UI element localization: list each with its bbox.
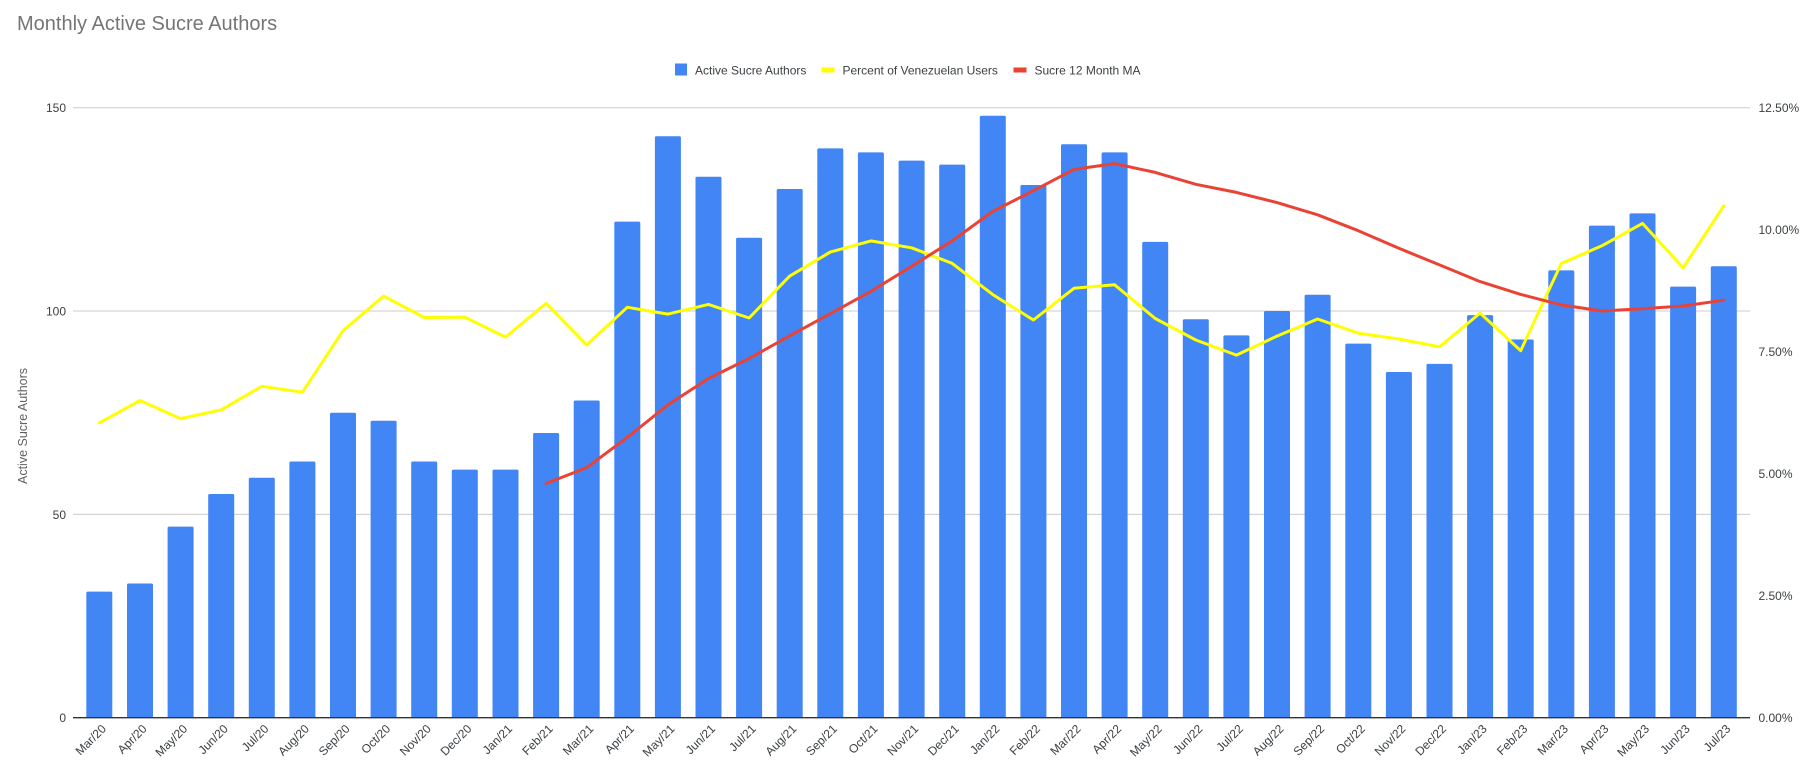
svg-text:0.00%: 0.00% [1759, 711, 1793, 725]
svg-text:Active Sucre Authors: Active Sucre Authors [16, 368, 30, 484]
svg-text:Active Sucre Authors: Active Sucre Authors [695, 64, 806, 78]
svg-text:10.00%: 10.00% [1759, 223, 1800, 237]
svg-text:0: 0 [59, 711, 66, 725]
svg-text:100: 100 [46, 305, 66, 319]
svg-text:7.50%: 7.50% [1759, 345, 1793, 359]
svg-text:Monthly Active Sucre Authors: Monthly Active Sucre Authors [17, 13, 277, 35]
svg-text:Percent of Venezuelan Users: Percent of Venezuelan Users [843, 64, 998, 78]
svg-text:150: 150 [46, 101, 66, 115]
svg-text:12.50%: 12.50% [1759, 101, 1800, 115]
svg-text:Sucre 12 Month MA: Sucre 12 Month MA [1035, 64, 1141, 78]
svg-text:2.50%: 2.50% [1759, 589, 1793, 603]
svg-text:50: 50 [53, 508, 67, 522]
svg-text:5.00%: 5.00% [1759, 467, 1793, 481]
